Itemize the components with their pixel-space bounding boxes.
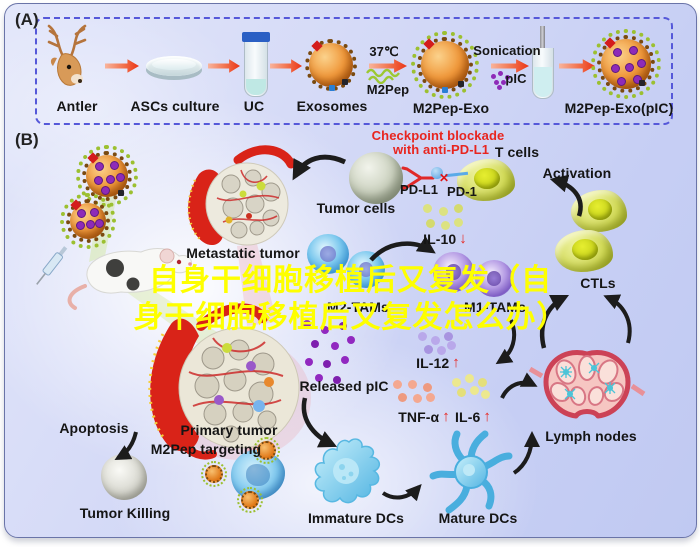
lymph-node-graphic [528,350,646,419]
pic-dots [491,74,496,79]
m2-tam-cell [347,251,385,288]
released-pic-dots [303,320,311,328]
label-antler: Antler [56,98,98,114]
m2pep-exo-icon [411,31,479,99]
mini-exosome-icon [237,487,263,513]
arrow-maturedc-to-lymph [512,431,540,475]
label-m2pep-targeting: M2Pep targeting [150,441,262,457]
immature-dc-graphic [314,438,380,504]
label-temperature: 37℃ [369,44,399,59]
watermark-line1: 自身干细胞移植后又复发（自 [149,264,552,297]
arrow-il6-to-lymph [500,372,538,399]
label-ascs-culture: ASCs culture [130,98,220,114]
label-sonication: Sonication [473,43,541,58]
blocked-cross-icon: ✕ [439,171,450,185]
m1-tam-cell [433,252,474,292]
label-apoptosis: Apoptosis [59,420,129,436]
tube-liquid [246,79,266,95]
label-m2pep-exo-pic: M2Pep-Exo(pIC) [564,100,674,116]
label-checkpoint-2: with anti-PD-L1 [392,142,490,157]
exosome-plain-icon [305,39,357,91]
apoptotic-tumor-cell [101,454,147,500]
m2pep-exo-pic-icon [591,29,661,99]
petri-dish-icon [146,56,202,76]
label-lymph-nodes: Lymph nodes [545,428,637,444]
tube-cap [242,32,270,42]
label-released-pic: Released pIC [299,378,389,394]
injected-exosome-icon [76,145,138,207]
label-tumor-cells: Tumor cells [316,200,396,216]
figure-canvas: (A) (B) [4,3,697,538]
label-mature-dcs: Mature DCs [438,510,518,526]
panel-b-tag: (B) [15,130,39,149]
up-arrow-icon: ↑ [452,354,460,371]
label-activation: Activation [542,165,612,181]
tube-liquid [534,67,552,97]
label-checkpoint-1: Checkpoint blockade [371,128,505,143]
label-il10: IL-10 ↓ [423,230,467,247]
uc-tube-icon [242,32,270,97]
label-pd-1: PD-1 [446,184,478,199]
il12-dots [418,332,427,341]
label-t-cells: T cells [494,144,540,160]
label-m2-tams: M2-TAMs [327,299,389,315]
metastatic-tumor-graphic [187,145,296,246]
label-m2pep-exo: M2Pep-Exo [412,100,490,116]
panel-a-frame [35,17,673,125]
label-il6: IL-6 ↑ [455,408,491,425]
watermark-text: 自身干细胞移植后又复发（自 身干细胞移植后又复发怎么办） [5,262,696,336]
label-exosomes: Exosomes [296,98,368,114]
watermark-line2: 身干细胞移植后又复发怎么办） [133,301,568,334]
panel-a-tag: (A) [15,10,39,29]
label-pic: pIC [505,71,527,86]
injected-exosome-icon [60,193,116,249]
il10-dots [423,204,432,213]
arrow-tumorcells-to-metastatic [292,154,347,181]
arrow-immature-to-mature [381,484,422,502]
label-m2pep: M2Pep [366,82,410,97]
ctl-cell [555,230,613,272]
label-metastatic-tumor: Metastatic tumor [186,245,300,261]
il6-dots [452,378,461,387]
t-cell [457,159,515,201]
label-il12: IL-12 ↑ [416,354,460,371]
label-immature-dcs: Immature DCs [307,510,405,526]
lymph-dc-cells [560,362,616,400]
up-arrow-icon: ↑ [483,408,491,425]
ctl-cell [571,190,627,232]
mature-dc-graphic [429,430,513,514]
label-primary-tumor: Primary tumor [180,422,278,438]
mini-exosome-icon [201,461,227,487]
label-tumor-killing: Tumor Killing [79,505,171,521]
tumor-cell-sphere [349,152,403,204]
tnf-dots [393,380,402,389]
label-tnf: TNF-α ↑ [398,408,450,425]
label-ctls: CTLs [580,275,616,291]
up-arrow-icon: ↑ [442,408,450,425]
m1-tam-cell [475,260,513,297]
targeted-m2-macrophage [231,450,285,500]
m2-tam-cell [307,234,349,274]
label-m1-tams: M1-TAMs [464,299,526,315]
label-pd-l1: PD-L1 [399,182,439,197]
sonicator-probe-icon [540,26,545,48]
down-arrow-icon: ↓ [459,230,467,247]
sonication-tube-icon [532,48,554,99]
arrow-pic-to-immature-dc [301,397,338,448]
label-uc: UC [243,98,265,114]
